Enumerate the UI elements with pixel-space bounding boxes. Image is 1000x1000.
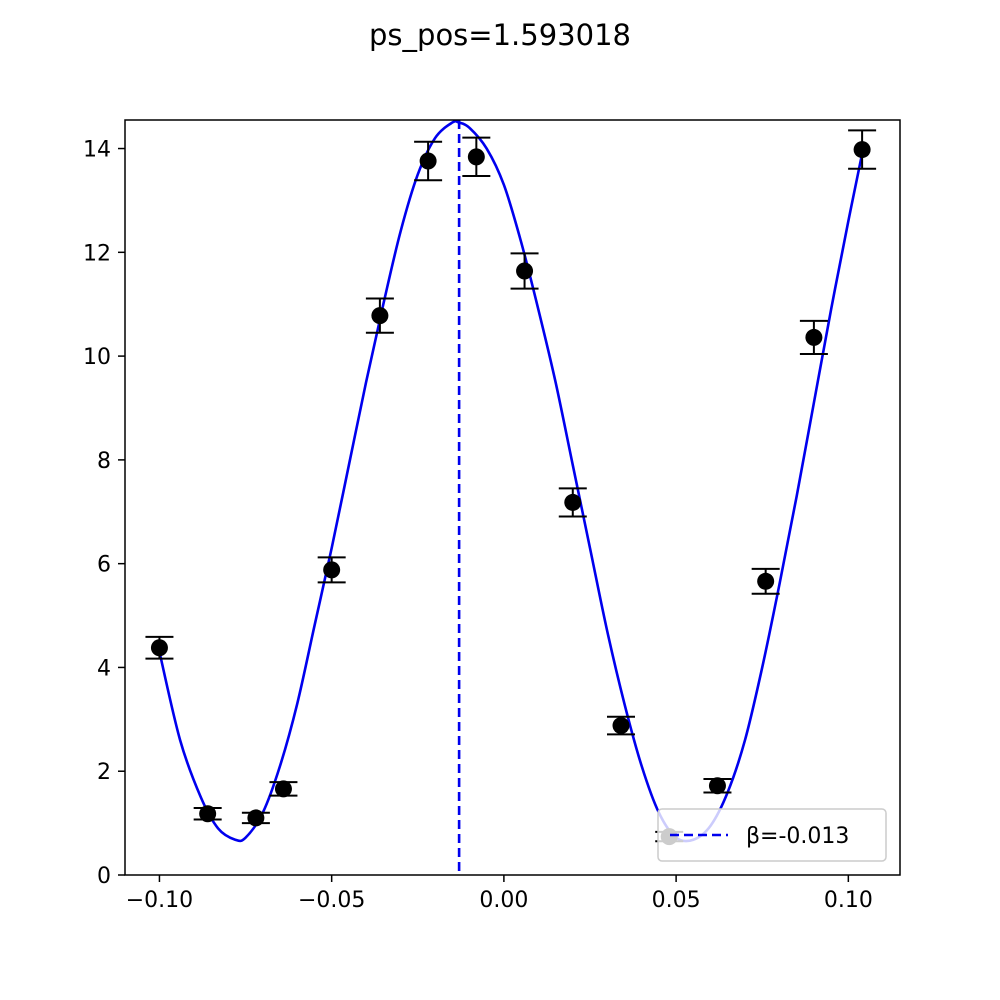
x-tick-label: 0.00: [479, 888, 528, 913]
data-point: [145, 635, 174, 660]
data-marker: [757, 572, 775, 590]
y-tick-label: 6: [97, 553, 111, 578]
y-tick-label: 4: [97, 656, 111, 681]
data-point: [751, 567, 780, 595]
chart-title: ps_pos=1.593018: [369, 18, 631, 52]
data-point: [510, 252, 539, 290]
data-point: [317, 556, 346, 584]
x-tick-label: −0.10: [126, 888, 193, 913]
x-tick-label: 0.10: [824, 888, 873, 913]
data-marker: [419, 152, 437, 170]
data-point: [799, 319, 828, 356]
y-tick-label: 0: [97, 864, 111, 889]
data-point: [269, 780, 298, 798]
data-point: [193, 805, 222, 823]
data-marker: [150, 639, 168, 657]
x-tick-label: 0.05: [652, 888, 701, 913]
data-point: [848, 129, 877, 170]
y-tick-label: 8: [97, 449, 111, 474]
data-marker: [323, 561, 341, 579]
y-tick-label: 12: [83, 241, 111, 266]
legend-box: [657, 808, 887, 862]
y-tick-label: 14: [83, 138, 111, 163]
data-marker: [805, 328, 823, 346]
data-marker: [853, 141, 871, 159]
data-marker: [564, 493, 582, 511]
data-point: [558, 487, 587, 518]
y-tick-label: 10: [83, 345, 111, 370]
data-point: [365, 297, 394, 334]
data-marker: [247, 809, 265, 827]
y-tick-label: 2: [97, 760, 111, 785]
fit-curve: [158, 120, 864, 843]
plot-frame: [124, 119, 901, 876]
data-marker: [274, 780, 292, 798]
data-point: [607, 715, 635, 736]
x-tick-label: −0.05: [298, 888, 365, 913]
legend: β=-0.013: [657, 808, 887, 862]
legend-label: β=-0.013: [746, 824, 849, 849]
data-point: [703, 777, 732, 795]
data-marker: [199, 805, 217, 823]
data-marker: [612, 717, 630, 735]
data-marker: [708, 777, 726, 795]
data-point: [414, 140, 443, 182]
data-point: [241, 809, 270, 827]
data-marker: [371, 307, 389, 325]
data-marker: [516, 262, 534, 280]
data-marker: [467, 148, 485, 166]
data-point: [462, 136, 491, 178]
